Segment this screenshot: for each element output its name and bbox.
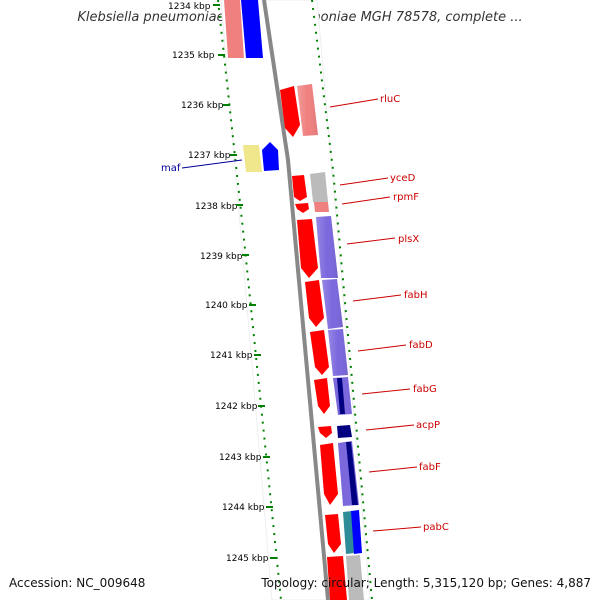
tick-label: 1241 kbp	[210, 351, 253, 361]
tick-label: 1240 kbp	[205, 301, 248, 311]
tick-label: 1234 kbp	[168, 2, 211, 12]
gene-label-fabH[interactable]: fabH	[404, 290, 428, 301]
gene-label-maf[interactable]: maf	[161, 163, 181, 174]
gene-yceD-cog[interactable]	[310, 172, 328, 202]
gene-rpmF-cog[interactable]	[314, 202, 329, 212]
gene-label-yceD[interactable]: yceD	[390, 173, 416, 184]
gene-label-plsX[interactable]: plsX	[398, 234, 419, 245]
gene-label-pabC[interactable]: pabC	[423, 522, 449, 533]
gene-acpP-cog[interactable]	[337, 425, 352, 438]
gene-label-acpP[interactable]: acpP	[416, 420, 440, 431]
tick-label: 1238 kbp	[195, 202, 238, 212]
gene-label-fabD[interactable]: fabD	[409, 340, 433, 351]
gene-label-fabF[interactable]: fabF	[419, 462, 441, 473]
tick-label: 1236 kbp	[181, 101, 224, 111]
tick-label: 1239 kbp	[200, 252, 243, 262]
tick-label: 1235 kbp	[172, 51, 215, 61]
tick-label: 1245 kbp	[226, 554, 269, 564]
tick-label: 1242 kbp	[215, 402, 258, 412]
genome-map[interactable]: 1234 kbp 1235 kbp 1236 kbp 1237 kbp 1238…	[0, 0, 600, 600]
tick-label: 1237 kbp	[188, 151, 231, 161]
gene-label-rpmF[interactable]: rpmF	[393, 192, 419, 203]
genome-summary: Topology: circular; Length: 5,315,120 bp…	[261, 576, 591, 590]
accession-label: Accession: NC_009648	[9, 576, 145, 590]
tick-label: 1243 kbp	[219, 453, 262, 463]
tick-label: 1244 kbp	[222, 503, 265, 513]
gene-label-fabG[interactable]: fabG	[413, 384, 437, 395]
gene-maf-cog[interactable]	[243, 145, 262, 172]
gene-label-rluC[interactable]: rluC	[380, 94, 400, 105]
